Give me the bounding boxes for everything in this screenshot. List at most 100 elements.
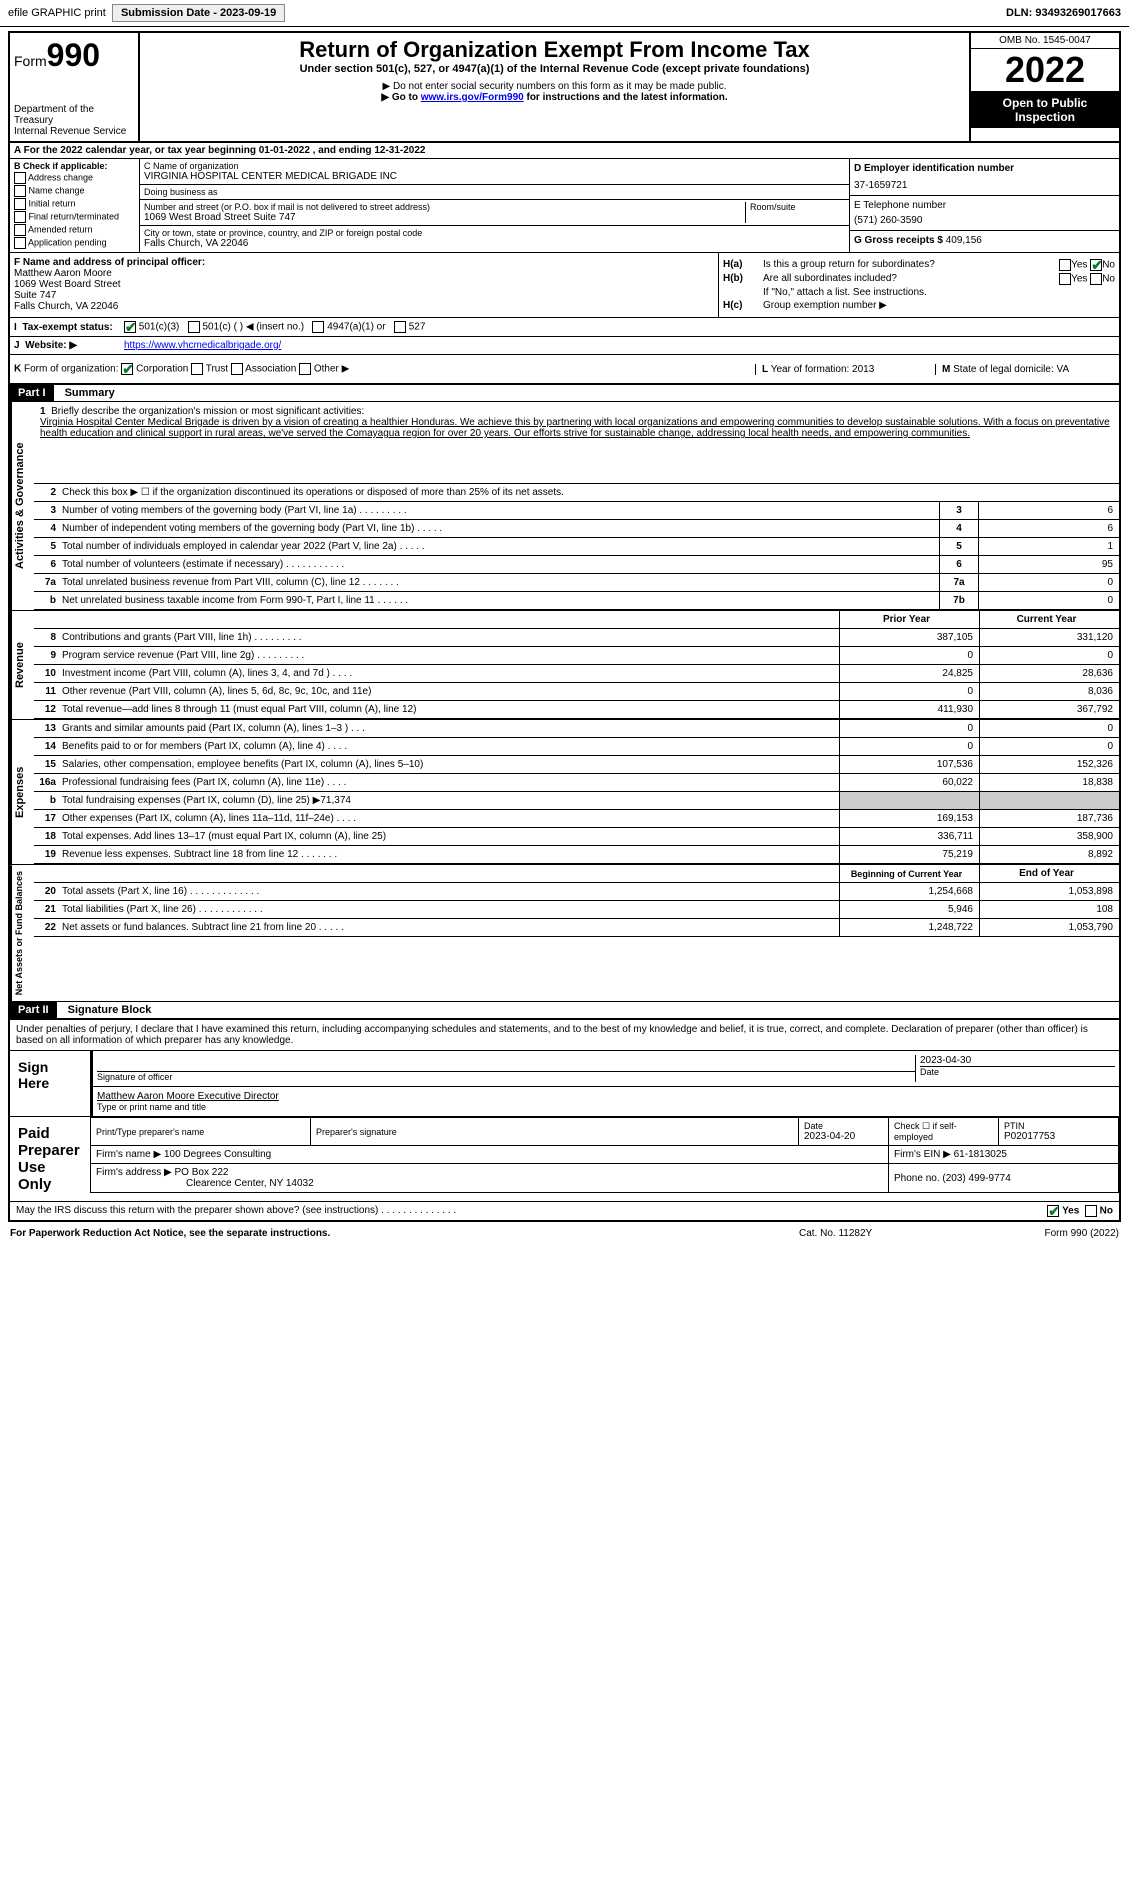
submission-date: Submission Date - 2023-09-19	[112, 4, 285, 22]
mission-n: 1	[40, 406, 46, 417]
line-a: A For the 2022 calendar year, or tax yea…	[10, 143, 1119, 159]
hc-lbl: H(c)	[723, 300, 763, 311]
hb-no-lbl: No	[1102, 274, 1115, 285]
summary-line: 2Check this box ▶ ☐ if the organization …	[34, 484, 1119, 502]
i-o4: 527	[409, 322, 426, 333]
opt-pending: Application pending	[28, 237, 107, 247]
chk-corp[interactable]	[121, 363, 133, 375]
box-c: C Name of organizationVIRGINIA HOSPITAL …	[140, 159, 849, 252]
summary-line: 20Total assets (Part X, line 16) . . . .…	[34, 883, 1119, 901]
preparer-table: Print/Type preparer's name Preparer's si…	[90, 1117, 1119, 1193]
firm-addr1: PO Box 222	[175, 1167, 229, 1178]
i-o3: 4947(a)(1) or	[327, 322, 385, 333]
form-ref: Form 990 (2022)	[979, 1228, 1119, 1239]
summary-line: 3Number of voting members of the governi…	[34, 502, 1119, 520]
opt-initial: Initial return	[29, 198, 76, 208]
summary-line: 11Other revenue (Part VIII, column (A), …	[34, 683, 1119, 701]
officer-printed-lbl: Type or print name and title	[97, 1102, 1115, 1112]
line-i: I Tax-exempt status: 501(c)(3) 501(c) ( …	[10, 318, 1119, 337]
sig-date-lbl: Date	[920, 1066, 1115, 1077]
prep-date-lbl: Date	[804, 1121, 883, 1131]
summary-line: 10Investment income (Part VIII, column (…	[34, 665, 1119, 683]
k-o1: Corporation	[136, 364, 188, 375]
discuss-no-lbl: No	[1100, 1206, 1113, 1217]
hc-txt: Group exemption number ▶	[763, 300, 1115, 311]
firm-phone-lbl: Phone no.	[894, 1173, 940, 1184]
subtitle-2: ▶ Do not enter social security numbers o…	[144, 81, 965, 92]
chk-4947[interactable]	[312, 321, 324, 333]
net-col-headers: Beginning of Current Year End of Year	[34, 865, 1119, 883]
i-lbl: I	[14, 322, 17, 333]
discuss-no[interactable]	[1085, 1205, 1097, 1217]
chk-assoc[interactable]	[231, 363, 243, 375]
summary-line: 13Grants and similar amounts paid (Part …	[34, 720, 1119, 738]
chk-501c3[interactable]	[124, 321, 136, 333]
city-lbl: City or town, state or province, country…	[144, 228, 845, 238]
omb-number: OMB No. 1545-0047	[971, 33, 1119, 49]
summary-line: 18Total expenses. Add lines 13–17 (must …	[34, 828, 1119, 846]
current-year-hdr: Current Year	[979, 611, 1119, 628]
vtab-revenue: Revenue	[10, 611, 34, 719]
chk-final[interactable]	[14, 211, 26, 223]
k-txt: Form of organization:	[24, 364, 119, 375]
col-headers: Prior Year Current Year	[34, 611, 1119, 629]
opt-final: Final return/terminated	[29, 211, 120, 221]
box-b: B Check if applicable: Address change Na…	[10, 159, 140, 252]
hb-yes[interactable]	[1059, 273, 1071, 285]
summary-line: bNet unrelated business taxable income f…	[34, 592, 1119, 610]
officer-addr3: Falls Church, VA 22046	[14, 301, 714, 312]
ha-yes[interactable]	[1059, 259, 1071, 271]
website-link[interactable]: https://www.vhcmedicalbrigade.org/	[124, 340, 281, 351]
box-f: F Name and address of principal officer:…	[10, 253, 719, 317]
mission-lbl: Briefly describe the organization's miss…	[51, 406, 364, 417]
part-i-title: Summary	[57, 387, 115, 399]
i-o2: 501(c) ( ) ◀ (insert no.)	[202, 322, 304, 333]
ptin-lbl: PTIN	[1004, 1121, 1113, 1131]
prep-date: 2023-04-20	[804, 1131, 883, 1142]
chk-trust[interactable]	[191, 363, 203, 375]
f-lbl: F Name and address of principal officer:	[14, 257, 714, 268]
l-txt: Year of formation: 2013	[771, 364, 875, 375]
chk-amended[interactable]	[14, 224, 26, 236]
beginning-hdr: Beginning of Current Year	[839, 865, 979, 882]
summary-line: 21Total liabilities (Part X, line 26) . …	[34, 901, 1119, 919]
chk-other[interactable]	[299, 363, 311, 375]
ha-no[interactable]	[1090, 259, 1102, 271]
chk-501c[interactable]	[188, 321, 200, 333]
gross-receipts: 409,156	[946, 235, 982, 246]
hb-note: If "No," attach a list. See instructions…	[723, 287, 1115, 298]
irs: Internal Revenue Service	[14, 126, 134, 137]
hb-txt: Are all subordinates included?	[763, 273, 1015, 285]
chk-address-change[interactable]	[14, 172, 26, 184]
dept-treasury: Department of the Treasury	[14, 104, 134, 126]
part-i-hdr: Part I	[10, 385, 54, 401]
form-prefix: Form	[14, 53, 47, 69]
chk-name-change[interactable]	[14, 185, 26, 197]
k-o3: Association	[245, 364, 296, 375]
open-inspection: Open to Public Inspection	[971, 92, 1119, 128]
prep-sig-lbl: Preparer's signature	[316, 1127, 793, 1137]
city-state-zip: Falls Church, VA 22046	[144, 238, 845, 249]
j-lbl: J	[14, 340, 20, 351]
form-990: Form990 Department of the Treasury Inter…	[8, 31, 1121, 1222]
tax-year: 2022	[971, 49, 1119, 92]
firm-name-lbl: Firm's name ▶	[96, 1149, 161, 1160]
opt-amended: Amended return	[28, 224, 93, 234]
ha-txt: Is this a group return for subordinates?	[763, 259, 1015, 271]
chk-527[interactable]	[394, 321, 406, 333]
sig-date: 2023-04-30	[920, 1055, 1115, 1066]
hb-no[interactable]	[1090, 273, 1102, 285]
summary-line: 6Total number of volunteers (estimate if…	[34, 556, 1119, 574]
chk-initial[interactable]	[14, 198, 26, 210]
discuss-yes[interactable]	[1047, 1205, 1059, 1217]
j-txt: Website: ▶	[25, 340, 77, 351]
cat-no: Cat. No. 11282Y	[799, 1228, 979, 1239]
summary-line: 7aTotal unrelated business revenue from …	[34, 574, 1119, 592]
summary-line: 5Total number of individuals employed in…	[34, 538, 1119, 556]
room-lbl: Room/suite	[750, 202, 845, 212]
gross-lbl: G Gross receipts $	[854, 235, 943, 246]
prep-selfemp: Check ☐ if self-employed	[889, 1118, 999, 1146]
chk-pending[interactable]	[14, 237, 26, 249]
irs-link[interactable]: www.irs.gov/Form990	[421, 92, 524, 103]
summary-line: bTotal fundraising expenses (Part IX, co…	[34, 792, 1119, 810]
